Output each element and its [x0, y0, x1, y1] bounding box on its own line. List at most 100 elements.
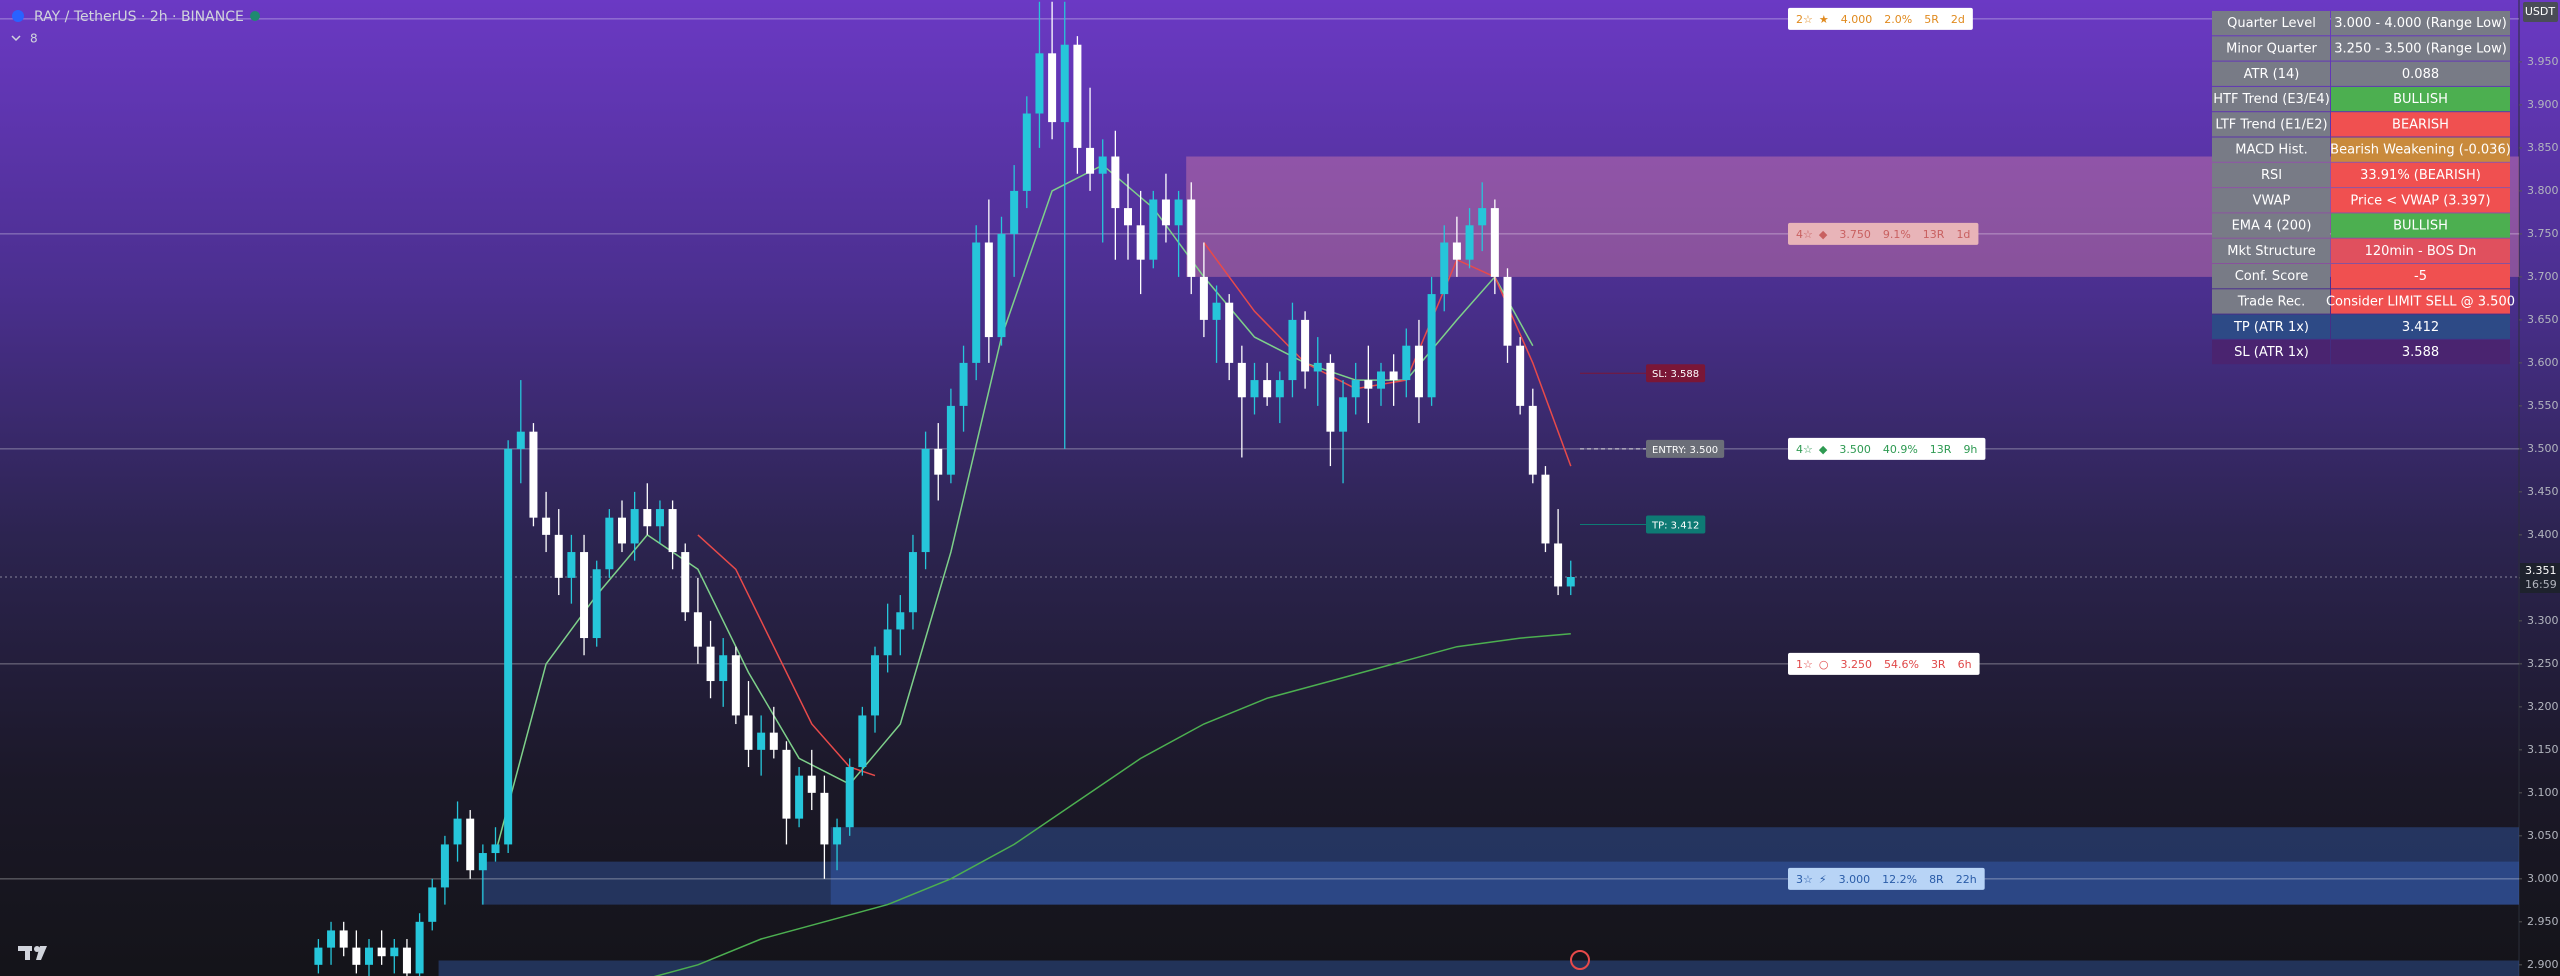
candle-body [1326, 362, 1335, 432]
zone [481, 861, 2520, 905]
candle-body [415, 921, 424, 974]
zone [830, 827, 2519, 905]
candle-body [1073, 44, 1082, 148]
currency-box[interactable] [2523, 2, 2558, 22]
candle-body [580, 552, 589, 639]
y-tick-label: 3.800 [2527, 184, 2559, 197]
level-label-box [1788, 7, 1973, 30]
candle-body [516, 431, 525, 449]
marker-label: ENTRY: 3.500 [1652, 445, 1718, 456]
level-r: 5R [1924, 13, 1939, 26]
indicator-count[interactable]: 8 [30, 32, 38, 46]
table-value: 3.412 [2402, 320, 2439, 335]
candle-body [339, 930, 348, 948]
table-value-cell [2331, 264, 2510, 289]
currency[interactable]: USDT [2525, 5, 2556, 18]
y-tick-label: 3.850 [2527, 141, 2559, 154]
level-pct: 40.9% [1883, 443, 1918, 456]
candle-body [1136, 225, 1145, 260]
level-tier: 3☆ [1796, 873, 1813, 886]
marker-box [1646, 515, 1706, 534]
candle-body [478, 853, 487, 871]
level-age: 6h [1958, 658, 1972, 671]
table-label-cell [2212, 162, 2330, 188]
level-label-box [1788, 867, 1985, 890]
candle-body [1111, 156, 1120, 209]
candle-body [883, 629, 892, 656]
candle-body [871, 655, 879, 716]
candle-body [1541, 474, 1550, 544]
candle-body [1364, 380, 1373, 389]
table-label-cell [2212, 314, 2330, 339]
table-label-cell [2212, 238, 2330, 263]
level-value-label: 4.000 [1841, 13, 1873, 26]
marker-label: TP: 3.412 [1651, 521, 1699, 532]
level-value-label: 3.750 [1839, 228, 1871, 241]
level-icon: ★ [1819, 13, 1829, 26]
y-tick-label: 3.900 [2527, 98, 2559, 111]
y-tick-label: 3.400 [2527, 528, 2559, 541]
table-label-cell [2212, 137, 2330, 162]
y-tick-label: 3.050 [2527, 829, 2559, 842]
candle-body [542, 517, 551, 535]
status-dot [250, 11, 260, 21]
candle-body [314, 947, 323, 965]
symbol-title[interactable]: RAY / TetherUS · 2h · BINANCE [34, 9, 244, 25]
table-label-cell [2212, 188, 2330, 213]
candle-body [440, 844, 449, 888]
candle-body [1237, 362, 1246, 398]
y-tick-label: 2.950 [2527, 915, 2559, 928]
table-label: ATR (14) [2244, 67, 2300, 82]
last-price: 3.351 [2525, 564, 2557, 577]
level-tier: 4☆ [1796, 443, 1813, 456]
alert-icon[interactable] [1570, 950, 1590, 970]
y-tick-label: 3.200 [2527, 700, 2559, 713]
candle-body [946, 405, 955, 475]
level-age: 22h [1956, 873, 1977, 886]
table-label: VWAP [2253, 193, 2291, 208]
indicator-line [653, 633, 1571, 976]
y-tick-label: 3.450 [2527, 485, 2559, 498]
candle-body [706, 646, 715, 682]
candle-body [1212, 302, 1221, 320]
candle-body [491, 844, 500, 854]
candle-body [402, 947, 411, 974]
table-value-cell [2331, 112, 2510, 137]
level-r: 3R [1931, 658, 1946, 671]
level-value-label: 3.000 [1839, 873, 1871, 886]
table-value-cell [2331, 36, 2510, 61]
collapse-icon[interactable] [11, 35, 21, 42]
candle-body [1199, 276, 1208, 320]
level-value-label: 3.500 [1839, 443, 1871, 456]
table-label-cell [2212, 112, 2330, 137]
candle-body [845, 767, 854, 828]
table-label: TP (ATR 1x) [2233, 320, 2309, 335]
table-label: RSI [2261, 168, 2282, 183]
candle-body [1465, 225, 1474, 260]
candle-body [377, 947, 386, 957]
candle-body [795, 775, 804, 819]
table-value: 33.91% (BEARISH) [2360, 168, 2481, 183]
y-tick-label: 3.500 [2527, 442, 2559, 455]
candle-body [1124, 208, 1132, 226]
level-tier: 1☆ [1796, 658, 1813, 671]
table-label: Conf. Score [2235, 269, 2309, 284]
candle-body [1452, 242, 1461, 260]
candle-body [390, 947, 399, 957]
table-label: Quarter Level [2227, 16, 2316, 31]
candle-body [984, 242, 993, 338]
candle-body [782, 749, 791, 819]
candle-body [731, 655, 740, 716]
level-r: 13R [1923, 228, 1945, 241]
y-tick-label: 3.650 [2527, 313, 2559, 326]
table-label: SL (ATR 1x) [2234, 345, 2309, 360]
table-value-cell [2331, 339, 2510, 365]
level-tier: 4☆ [1796, 228, 1813, 241]
candle-body [1263, 380, 1272, 398]
y-tick-label: 3.100 [2527, 786, 2559, 799]
level-label: 1☆ ○ 3.250 54.6% 3R 6h [1796, 658, 1972, 671]
candle-body [807, 775, 816, 793]
candle-body [1313, 362, 1322, 372]
table-label-cell [2212, 339, 2330, 365]
symbol-icon [12, 10, 24, 22]
